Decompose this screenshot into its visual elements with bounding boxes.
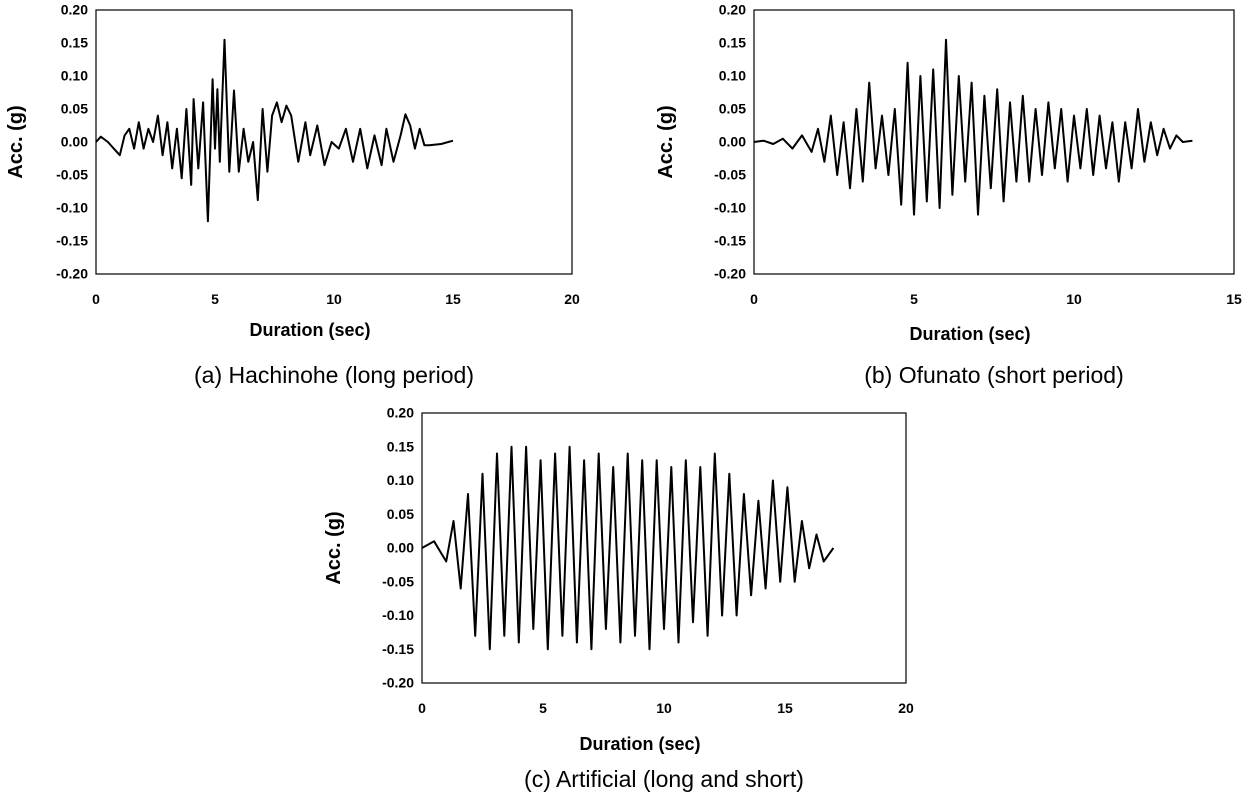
y-tick-label: 0.05 [719,101,746,117]
chart-caption: (c) Artificial (long and short) [524,766,804,792]
x-tick-label: 20 [898,700,914,716]
x-tick-label: 0 [750,291,758,307]
y-tick-label: 0.20 [61,2,88,18]
y-axis-label: Acc. (g) [5,105,27,178]
y-tick-label: 0.10 [61,68,88,84]
x-tick-label: 5 [539,700,547,716]
y-axis-label: Acc. (g) [655,105,677,178]
chart-caption: (b) Ofunato (short period) [864,362,1124,388]
plot-area-frame [95,9,573,275]
x-tick-label: 20 [564,291,580,307]
y-tick-label: 0.00 [719,134,746,150]
x-axis-label: Duration (sec) [909,324,1030,344]
x-tick-label: 10 [656,700,672,716]
x-tick-label: 10 [326,291,342,307]
y-tick-label: -0.15 [382,641,414,657]
y-tick-label: -0.05 [382,573,414,589]
x-axis-label: Duration (sec) [249,320,370,340]
chart-b: 0.20 0.15 0.10 0.05 0.00 -0.05 -0.10 -0.15 -0.20… [655,2,1242,389]
y-tick-label: 0.20 [719,2,746,18]
y-tick-label: 0.10 [719,68,746,84]
y-tick-label: 0.05 [387,506,414,522]
x-tick-label: 5 [211,291,219,307]
y-tick-label: -0.20 [714,266,746,282]
y-tick-label: -0.10 [56,200,88,216]
chart-b-svg: 0.20 0.15 0.10 0.05 0.00 -0.05 -0.10 -0.15 -0.20… [655,2,1242,389]
y-tick-label: 0.20 [387,405,414,421]
y-tick-label: 0.15 [719,35,746,51]
y-tick-label: -0.15 [714,233,746,249]
y-tick-label: -0.05 [714,167,746,183]
y-tick-label: -0.15 [56,233,88,249]
chart-c-svg: 0.20 0.15 0.10 0.05 0.00 -0.05 -0.10 -0.15 -0.20… [323,405,914,793]
y-tick-label: 0.00 [387,540,414,556]
y-tick-label: 0.10 [387,472,414,488]
y-tick-label: 0.15 [387,438,414,454]
chart-panel-a: 0.20 0.15 0.10 0.05 0.00 -0.05 -0.10 -0.15 -0.20… [0,0,600,392]
series-line-0 [421,445,835,651]
plot-area-frame [421,412,907,684]
y-tick-label: 0.05 [61,101,88,117]
chart-c: 0.20 0.15 0.10 0.05 0.00 -0.05 -0.10 -0.15 -0.20… [323,405,914,793]
x-tick-label: 10 [1066,291,1082,307]
y-tick-label: -0.20 [382,675,414,691]
chart-a: 0.20 0.15 0.10 0.05 0.00 -0.05 -0.10 -0.15 -0.20… [5,2,580,389]
y-tick-label: -0.20 [56,266,88,282]
series-line-0 [95,38,454,223]
chart-panel-b: 0.20 0.15 0.10 0.05 0.00 -0.05 -0.10 -0.15 -0.20… [640,0,1245,392]
y-tick-label: 0.15 [61,35,88,51]
x-tick-label: 5 [910,291,918,307]
y-axis-label: Acc. (g) [323,511,345,584]
x-tick-label: 15 [1226,291,1242,307]
x-tick-label: 15 [777,700,793,716]
x-tick-label: 15 [445,291,461,307]
chart-panel-c: 0.20 0.15 0.10 0.05 0.00 -0.05 -0.10 -0.15 -0.20… [310,395,950,796]
series-line-0 [753,38,1193,216]
x-tick-label: 0 [418,700,426,716]
y-tick-label: -0.05 [56,167,88,183]
y-tick-label: 0.00 [61,134,88,150]
x-axis-label: Duration (sec) [579,734,700,754]
y-tick-label: -0.10 [382,607,414,623]
y-tick-label: -0.10 [714,200,746,216]
chart-caption: (a) Hachinohe (long period) [194,362,474,388]
x-tick-label: 0 [92,291,100,307]
chart-a-svg: 0.20 0.15 0.10 0.05 0.00 -0.05 -0.10 -0.15 -0.20… [5,2,580,389]
